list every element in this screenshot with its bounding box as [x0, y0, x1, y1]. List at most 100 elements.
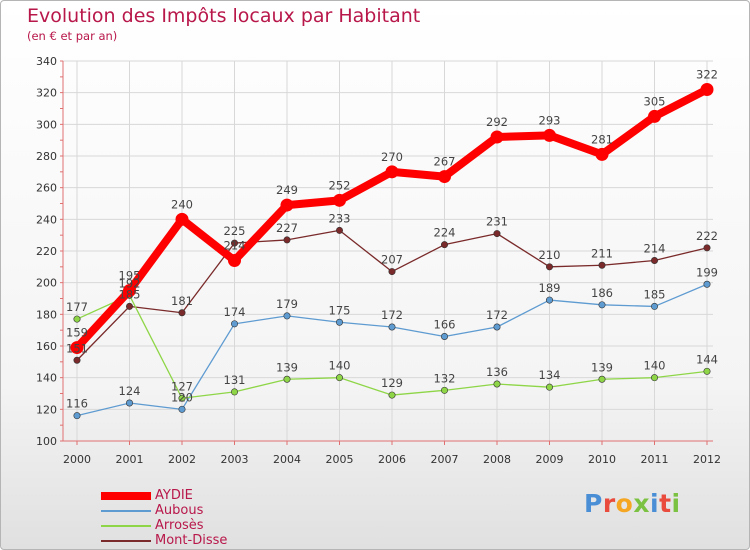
data-label: 116 [66, 397, 88, 411]
x-tick-label: 2012 [693, 453, 721, 466]
data-point [598, 261, 606, 269]
y-tick-label: 180 [36, 308, 57, 321]
data-point [598, 301, 606, 309]
data-label: 120 [171, 390, 193, 404]
data-label: 177 [66, 300, 88, 314]
data-label: 151 [66, 341, 88, 355]
data-label: 166 [434, 318, 456, 332]
data-point [73, 412, 81, 420]
data-point [545, 383, 553, 391]
data-label: 211 [591, 246, 613, 260]
data-point [388, 268, 396, 276]
data-point [490, 130, 504, 144]
x-tick-label: 2000 [63, 453, 91, 466]
data-point [595, 147, 609, 161]
data-label: 136 [486, 365, 508, 379]
data-label: 249 [276, 183, 298, 197]
data-point [231, 388, 239, 396]
data-point [283, 375, 291, 383]
data-point [493, 323, 501, 331]
data-point [385, 165, 399, 179]
legend-item: AYDIE [101, 488, 227, 503]
data-point [703, 280, 711, 288]
data-label: 267 [434, 155, 456, 169]
data-point [123, 284, 136, 298]
logo-letter: P [584, 489, 603, 518]
data-label: 131 [224, 373, 246, 387]
data-label: 195 [119, 269, 141, 283]
data-label: 140 [329, 359, 351, 373]
data-label: 281 [591, 132, 613, 146]
data-label: 186 [591, 286, 613, 300]
data-label: 172 [486, 308, 508, 322]
legend-label: Aubous [155, 503, 204, 518]
data-point [73, 315, 81, 323]
data-label: 270 [381, 150, 403, 164]
legend-label: Mont-Disse [155, 533, 228, 548]
data-label: 159 [66, 326, 88, 340]
y-tick-label: 140 [36, 372, 57, 385]
data-point [333, 193, 346, 207]
data-point [283, 312, 291, 320]
data-point [440, 386, 448, 394]
data-point [175, 212, 189, 226]
data-label: 214 [644, 242, 666, 256]
data-label: 192 [119, 276, 141, 290]
data-label: 134 [539, 368, 561, 382]
x-tick-label: 2010 [588, 453, 616, 466]
data-point [545, 296, 553, 304]
y-tick-label: 340 [36, 55, 57, 68]
data-label: 189 [539, 281, 561, 295]
data-point [650, 374, 658, 382]
data-label: 185 [644, 287, 666, 301]
data-point [178, 309, 186, 317]
data-point [335, 318, 343, 326]
x-tick-label: 2006 [378, 453, 406, 466]
data-label: 139 [276, 360, 298, 374]
data-label: 214 [224, 239, 246, 253]
data-point [335, 374, 343, 382]
data-label: 139 [591, 360, 613, 374]
data-point [493, 380, 501, 388]
data-label: 172 [381, 308, 403, 322]
data-point [335, 226, 343, 234]
x-tick-label: 2009 [536, 453, 564, 466]
legend-swatch [101, 491, 151, 500]
data-label: 144 [696, 352, 718, 366]
legend-item: Mont-Disse [101, 533, 227, 548]
data-point [231, 320, 239, 328]
data-point [283, 236, 291, 244]
data-point [126, 302, 134, 310]
data-label: 322 [696, 68, 718, 82]
data-label: 231 [486, 215, 508, 229]
data-label: 140 [644, 359, 666, 373]
data-point [388, 323, 396, 331]
legend-item: Arrosès [101, 518, 227, 533]
data-label: 293 [539, 113, 561, 127]
y-tick-label: 280 [36, 150, 57, 163]
data-point [388, 391, 396, 399]
chart-legend: AYDIE Aubous Arrosès Mont-Disse [101, 488, 227, 548]
data-label: 185 [119, 287, 141, 301]
data-point [178, 405, 186, 413]
logo-letter: o [615, 489, 634, 518]
data-label: 210 [539, 248, 561, 262]
y-tick-label: 160 [36, 340, 57, 353]
logo-letter: i [671, 489, 681, 518]
data-label: 199 [696, 265, 718, 279]
x-tick-label: 2007 [431, 453, 459, 466]
logo-letter: i [650, 489, 660, 518]
data-label: 132 [434, 371, 456, 385]
data-label: 175 [329, 303, 351, 317]
data-label: 207 [381, 253, 403, 267]
x-tick-label: 2005 [326, 453, 354, 466]
data-point [438, 170, 451, 184]
proxiti-logo: Proxiti [584, 489, 681, 518]
data-label: 129 [381, 376, 403, 390]
legend-swatch [101, 539, 151, 542]
data-label: 225 [224, 224, 246, 238]
data-point [598, 375, 606, 383]
data-point [231, 239, 239, 247]
legend-label: Arrosès [155, 518, 204, 533]
